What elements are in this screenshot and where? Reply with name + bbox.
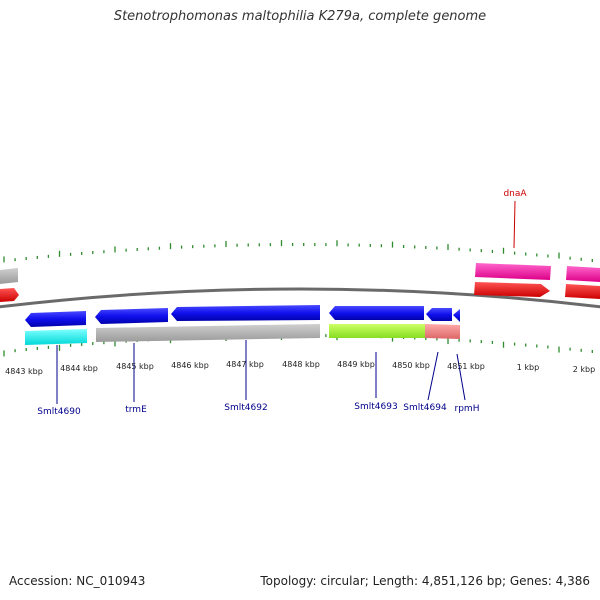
gene-magenta-right[interactable] — [566, 266, 600, 282]
gene-label-smlt4692: Smlt4692 — [224, 403, 267, 413]
genome-backbone — [0, 287, 600, 309]
gene-label-smlt4693: Smlt4693 — [354, 402, 397, 412]
gene-red-right[interactable] — [565, 284, 600, 299]
gene-trmE-gray[interactable] — [96, 324, 320, 342]
tick-label: 4849 kbp — [337, 360, 375, 369]
gene-smlt4690-blue[interactable] — [25, 311, 86, 327]
gene-dnaA[interactable] — [475, 263, 551, 280]
genome-summary-text: Topology: circular; Length: 4,851,126 bp… — [260, 574, 590, 588]
gene-smlt4692[interactable] — [171, 305, 320, 321]
gene-label-dnaA: dnaA — [503, 189, 527, 199]
gene-smlt4693-green[interactable] — [329, 324, 425, 338]
gene-smlt4694[interactable] — [426, 308, 452, 321]
gene-red-left-fwd[interactable] — [0, 288, 19, 302]
gene-smlt4690-cyan[interactable] — [25, 329, 87, 345]
tick-label: 4846 kbp — [171, 361, 209, 370]
tick-label: 4844 kbp — [60, 364, 98, 373]
gene-label-trmE: trmE — [125, 405, 147, 415]
gene-label-smlt4694: Smlt4694 — [403, 403, 447, 413]
gene-smlt4694-salmon[interactable] — [425, 324, 460, 339]
tick-label: 1 kbp — [517, 363, 539, 372]
outer-tick-marks — [3, 240, 593, 263]
tick-label: 4850 kbp — [392, 361, 430, 370]
tick-label: 4847 kbp — [226, 360, 264, 369]
position-labels: 4843 kbp 4844 kbp 4845 kbp 4846 kbp 4847… — [5, 360, 595, 376]
accession-text: Accession: NC_010943 — [9, 574, 146, 588]
gene-label-rpmH: rpmH — [455, 404, 480, 414]
tick-label: 4843 kbp — [5, 367, 43, 376]
tick-label: 4851 kbp — [447, 362, 485, 371]
gene-label-smlt4690: Smlt4690 — [37, 407, 81, 417]
gene-smlt4693[interactable] — [329, 306, 424, 320]
map-title: Stenotrophomonas maltophilia K279a, comp… — [113, 9, 487, 24]
gene-labels: Smlt4690 trmE Smlt4692 Smlt4693 Smlt4694… — [37, 189, 527, 417]
gene-red-dnaN[interactable] — [474, 282, 550, 297]
gene-trmE[interactable] — [95, 308, 168, 324]
label-leaders — [56, 200, 516, 404]
gene-rpmH[interactable] — [453, 309, 460, 322]
tick-label: 4848 kbp — [282, 360, 320, 369]
tick-label: 2 kbp — [573, 365, 595, 374]
tick-label: 4845 kbp — [116, 362, 154, 371]
gene-gray-left-fwd[interactable] — [0, 268, 18, 284]
